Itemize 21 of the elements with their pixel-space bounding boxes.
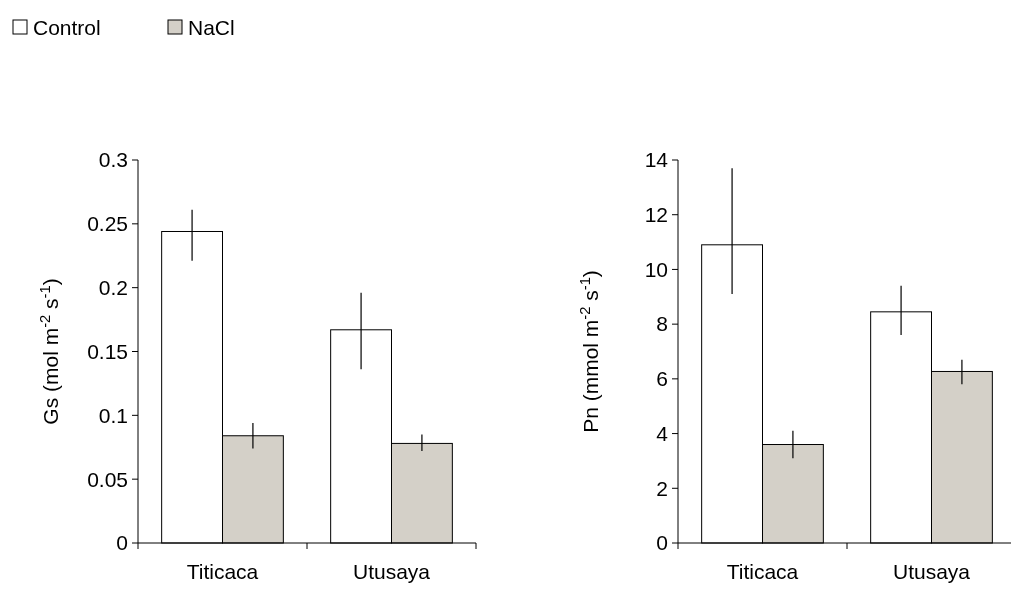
y-tick-label: 0 [656,531,668,555]
y-tick-label: 2 [656,476,668,500]
y-tick-label: 0.3 [98,148,128,172]
y-tick-label: 4 [656,421,669,445]
y-tick-label: 0.2 [98,276,128,300]
y-tick-label: 6 [656,367,668,391]
legend-label: NaCl [188,16,235,40]
y-tick-label: 0.05 [87,467,128,491]
x-tick-label: Titicaca [186,560,259,583]
x-tick-label: Titicaca [726,560,799,583]
y-tick-label: 0 [116,531,128,555]
legend-label: Control [33,16,101,40]
x-tick-label: Utusaya [352,560,431,583]
x-tick-label: Utusaya [892,560,971,583]
y-tick-label: 8 [656,312,668,336]
y-tick-label: 0.25 [87,212,128,236]
y-tick-label: 0.1 [98,403,128,427]
y-tick-label: 12 [644,203,668,227]
y-tick-label: 0.15 [87,339,128,363]
y-tick-label: 10 [644,257,668,281]
y-tick-label: 14 [644,148,669,172]
